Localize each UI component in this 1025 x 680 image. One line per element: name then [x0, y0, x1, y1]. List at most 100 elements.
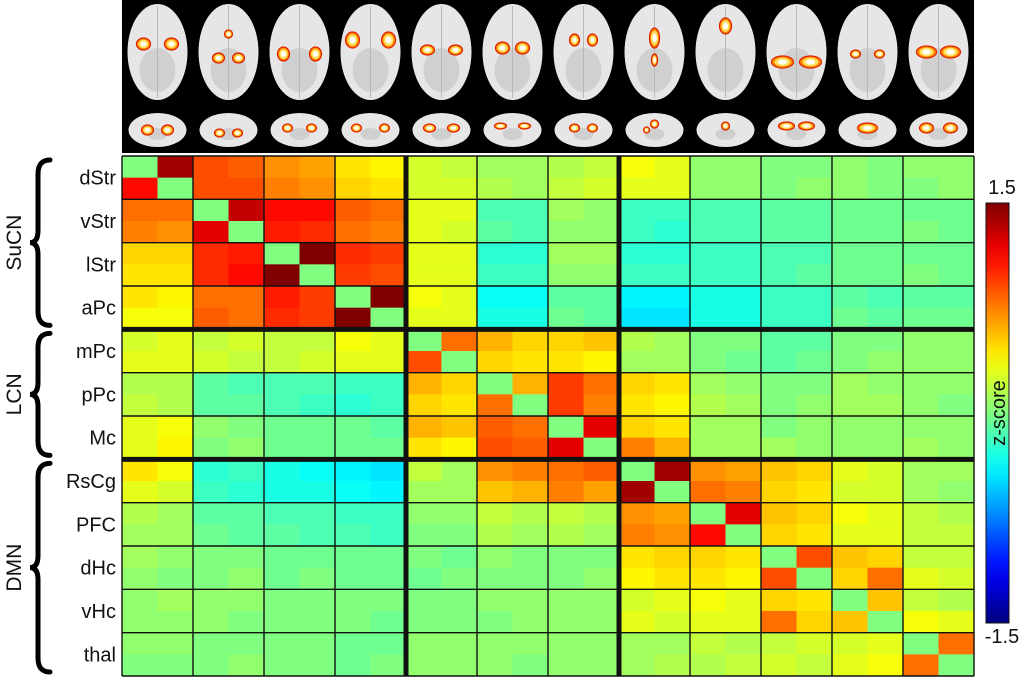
- heatmap-cell: [335, 459, 372, 482]
- heatmap-cell: [335, 242, 372, 265]
- heatmap-cell: [335, 394, 372, 417]
- heatmap-cell: [122, 351, 159, 374]
- heatmap-cell: [654, 221, 691, 244]
- heatmap-cell: [406, 372, 443, 395]
- heatmap-cell: [903, 394, 940, 417]
- heatmap-cell: [619, 242, 656, 265]
- brain-network-images: [122, 0, 974, 153]
- heatmap-cell: [690, 654, 727, 677]
- activation-outline: [231, 128, 244, 138]
- heatmap-cell: [299, 329, 336, 352]
- heatmap-cell: [157, 329, 194, 352]
- heatmap-cell: [228, 437, 265, 460]
- activation-outline: [422, 123, 437, 133]
- heatmap-cell: [406, 286, 443, 309]
- brain-coronal-thal: [909, 113, 968, 147]
- heatmap-cell: [725, 502, 762, 525]
- heatmap-cell: [654, 329, 691, 352]
- heatmap-cell: [122, 502, 159, 525]
- heatmap-cell: [228, 372, 265, 395]
- heatmap-cell: [370, 221, 407, 244]
- heatmap-cell: [761, 437, 798, 460]
- group-label: SuCN: [3, 215, 26, 271]
- heatmap-cell: [654, 286, 691, 309]
- heatmap-cell: [299, 264, 336, 287]
- heatmap-cell: [761, 286, 798, 309]
- heatmap-cell: [654, 567, 691, 590]
- heatmap-cell: [512, 459, 549, 482]
- heatmap-cell: [193, 177, 230, 200]
- heatmap-cell: [867, 546, 904, 569]
- heatmap-cell: [335, 546, 372, 569]
- heatmap-cell: [477, 459, 514, 482]
- heatmap-cell: [441, 221, 478, 244]
- activation-outline: [419, 44, 436, 56]
- heatmap-cell: [725, 372, 762, 395]
- heatmap-cell: [441, 416, 478, 439]
- heatmap-cell: [122, 546, 159, 569]
- heatmap-cell: [512, 156, 549, 179]
- heatmap-cell: [370, 307, 407, 330]
- heatmap-cell: [441, 177, 478, 200]
- heatmap-cell: [690, 351, 727, 374]
- heatmap-cell: [264, 329, 301, 352]
- heatmap-cell: [122, 242, 159, 265]
- heatmap-cell: [867, 199, 904, 222]
- heatmap-cell: [761, 394, 798, 417]
- heatmap-cell: [228, 416, 265, 439]
- heatmap-cell: [796, 481, 833, 504]
- heatmap-cell: [335, 502, 372, 525]
- heatmap-cell: [619, 546, 656, 569]
- heatmap-cell: [832, 502, 869, 525]
- brain-coronal-PFC: [696, 113, 755, 147]
- brain-coronal-aPc: [341, 113, 400, 147]
- group-brace: [29, 330, 53, 458]
- heatmap-cell: [796, 502, 833, 525]
- heatmap-cell: [157, 502, 194, 525]
- row-label: dStr: [79, 168, 116, 190]
- brain-axial-aPc: [340, 4, 401, 100]
- heatmap-cell: [761, 199, 798, 222]
- heatmap-cell: [228, 481, 265, 504]
- heatmap-cell: [938, 264, 975, 287]
- heatmap-cell: [796, 611, 833, 634]
- heatmap-cell: [299, 546, 336, 569]
- heatmap-cell: [654, 502, 691, 525]
- heatmap-cell: [832, 307, 869, 330]
- heatmap-cell: [867, 567, 904, 590]
- heatmap-cell: [725, 567, 762, 590]
- heatmap-cell: [903, 416, 940, 439]
- activation-blob: [652, 122, 657, 126]
- group-brace: [29, 157, 53, 328]
- activation-blob: [923, 125, 930, 131]
- activation-outline: [223, 29, 234, 39]
- heatmap-cell: [725, 177, 762, 200]
- heatmap-cell: [406, 329, 443, 352]
- heatmap-cell: [761, 632, 798, 655]
- heatmap-cell: [832, 264, 869, 287]
- heatmap-cell: [228, 199, 265, 222]
- activation-blob: [805, 59, 816, 65]
- heatmap-cell: [193, 351, 230, 374]
- heatmap-cell: [264, 286, 301, 309]
- heatmap-cell: [548, 351, 585, 374]
- heatmap-cell: [512, 567, 549, 590]
- brain-coronal-lStr: [270, 113, 329, 147]
- heatmap-cell: [299, 286, 336, 309]
- heatmap-cell: [548, 177, 585, 200]
- activation-blob: [215, 55, 222, 61]
- heatmap-cell: [228, 502, 265, 525]
- row-label: aPc: [82, 298, 116, 320]
- heatmap-cell: [654, 416, 691, 439]
- activation-blob: [497, 124, 504, 128]
- heatmap-cell: [441, 307, 478, 330]
- heatmap-cell: [619, 351, 656, 374]
- heatmap-cell: [193, 264, 230, 287]
- heatmap-cell: [903, 437, 940, 460]
- activation-blob: [450, 126, 457, 130]
- activation-outline: [586, 123, 599, 133]
- heatmap-cell: [583, 264, 620, 287]
- activation-blob: [777, 59, 788, 65]
- heatmap-cell: [335, 632, 372, 655]
